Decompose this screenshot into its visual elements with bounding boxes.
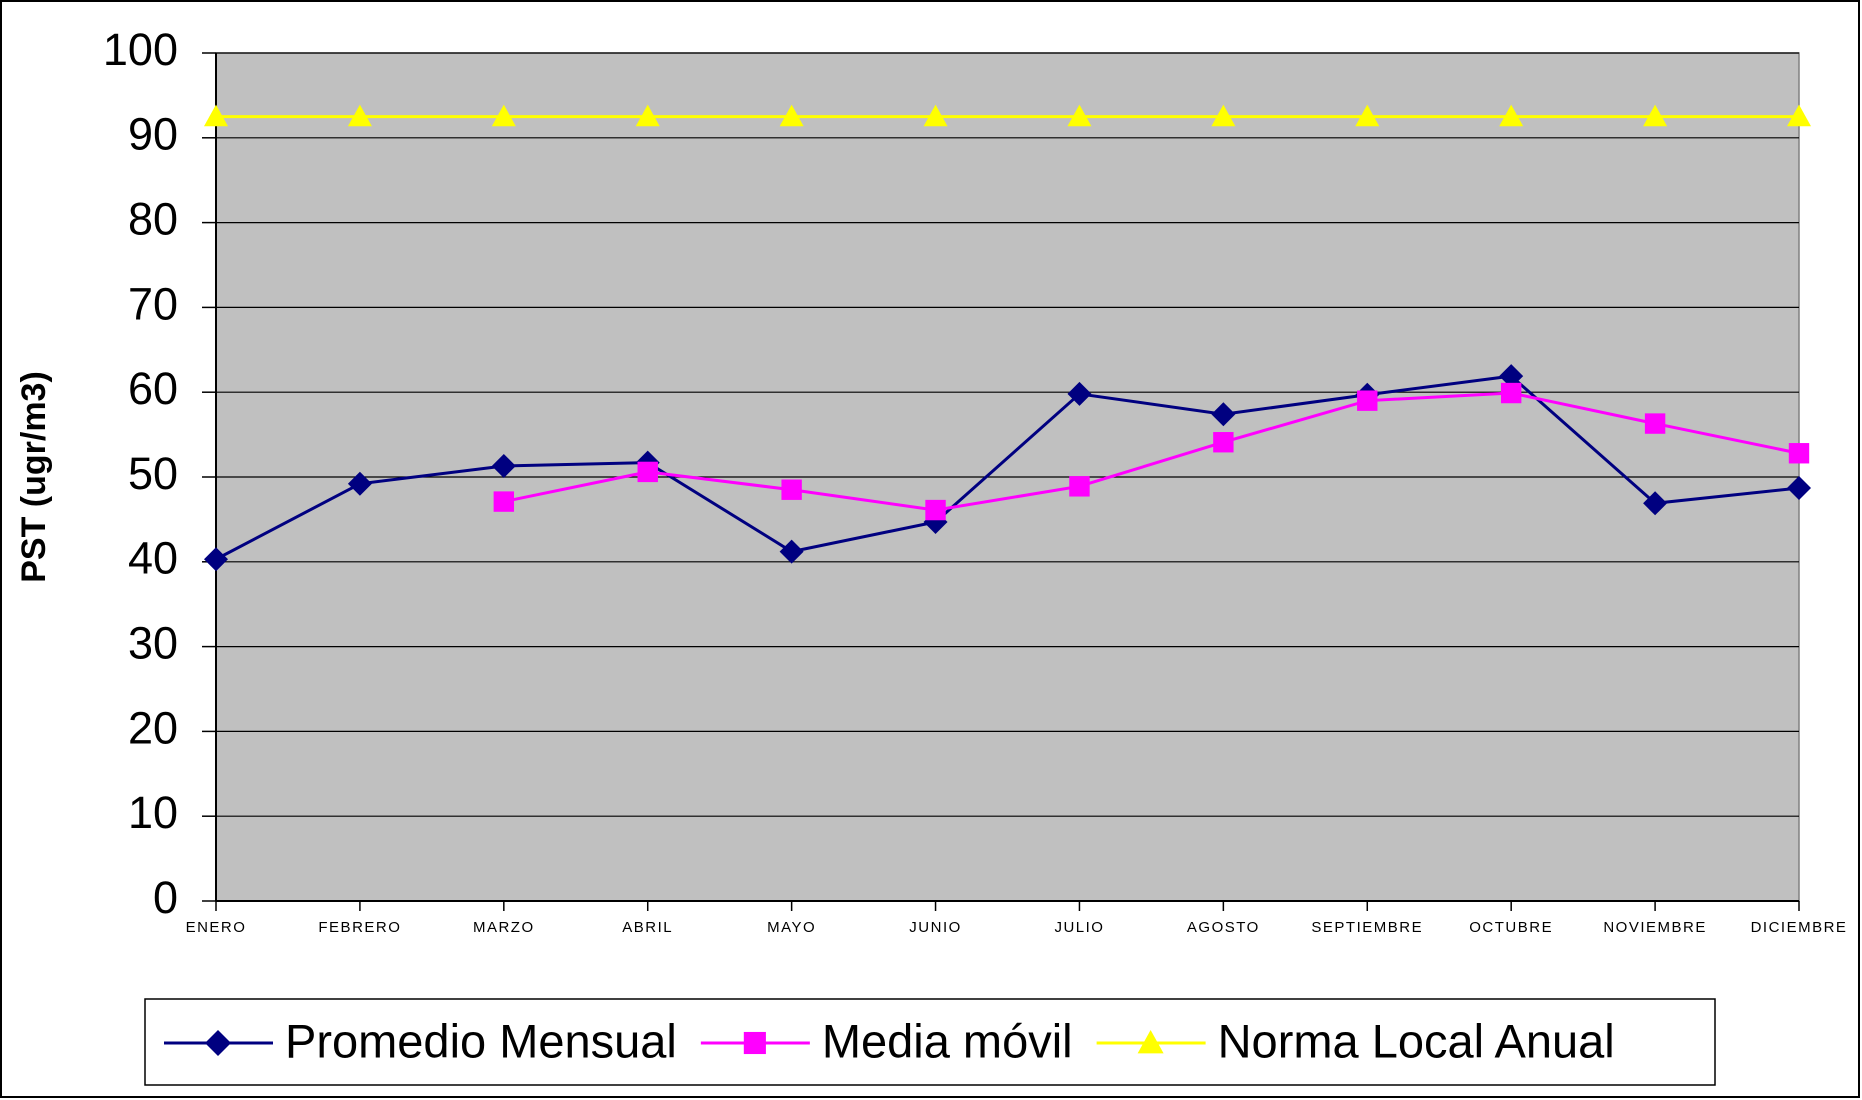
- data-point: [1644, 413, 1666, 434]
- legend-marker: [743, 1031, 766, 1055]
- series-line: [503, 391, 1800, 512]
- x-tick-label: MARZO: [473, 919, 535, 936]
- data-point: [923, 104, 948, 127]
- legend-box: [144, 998, 1716, 1086]
- x-tick-label: FEBRERO: [318, 919, 401, 936]
- data-point: [637, 461, 658, 483]
- y-tick-label: 20: [128, 702, 178, 753]
- y-tick-label: 90: [128, 109, 178, 160]
- data-point: [635, 104, 660, 127]
- legend-label: Media móvil: [822, 1014, 1073, 1067]
- y-tick-label: 30: [128, 617, 178, 668]
- y-tick-label: 70: [128, 278, 178, 329]
- x-tick-label: ENERO: [186, 919, 247, 936]
- y-tick-label: 50: [128, 448, 178, 499]
- y-tick-label: 0: [153, 872, 178, 923]
- data-point: [1211, 104, 1236, 127]
- data-point: [1788, 443, 1810, 464]
- x-tick-label: DICIEMBRE: [1751, 919, 1848, 936]
- data-point: [1069, 476, 1090, 497]
- y-tick-label: 60: [128, 363, 178, 414]
- data-point: [1067, 104, 1092, 127]
- legend-label: Norma Local Anual: [1218, 1014, 1615, 1067]
- y-tick-label: 100: [103, 24, 178, 75]
- x-tick-label: MAYO: [767, 919, 816, 936]
- data-point: [1787, 476, 1811, 501]
- data-point: [923, 509, 948, 534]
- data-point: [779, 104, 804, 127]
- legend-label: Promedio Mensual: [285, 1014, 677, 1067]
- x-tick-label: OCTUBRE: [1469, 919, 1553, 936]
- x-tick-label: JULIO: [1054, 919, 1104, 936]
- y-tick-label: 40: [128, 533, 178, 584]
- x-tick-label: SEPTIEMBRE: [1311, 919, 1423, 936]
- x-tick-label: JUNIO: [909, 919, 962, 936]
- data-point: [347, 471, 372, 496]
- data-point: [1067, 381, 1092, 406]
- data-point: [925, 499, 946, 521]
- data-point: [491, 104, 516, 127]
- data-point: [1787, 104, 1811, 127]
- data-point: [1357, 390, 1378, 411]
- data-point: [1211, 402, 1236, 427]
- data-point: [1643, 104, 1668, 127]
- y-tick-label: 10: [128, 787, 178, 838]
- x-tick-label: AGOSTO: [1187, 919, 1260, 936]
- y-axis-label: PST (ugr/m3): [15, 371, 53, 583]
- data-point: [1499, 104, 1524, 127]
- data-point: [1355, 104, 1380, 127]
- data-point: [347, 104, 372, 127]
- data-point: [204, 104, 228, 127]
- x-tick-label: NOVIEMBRE: [1603, 919, 1707, 936]
- y-tick-label: 80: [128, 193, 178, 244]
- legend-marker: [1137, 1030, 1164, 1054]
- data-point: [1213, 432, 1234, 453]
- data-point: [1643, 491, 1668, 516]
- legend-marker: [205, 1030, 231, 1056]
- data-point: [779, 539, 804, 564]
- data-point: [781, 479, 802, 500]
- x-tick-label: ABRIL: [622, 919, 673, 936]
- data-point: [1499, 364, 1524, 389]
- data-point: [204, 547, 228, 572]
- data-point: [1500, 382, 1522, 404]
- data-point: [493, 491, 515, 512]
- data-point: [491, 453, 516, 478]
